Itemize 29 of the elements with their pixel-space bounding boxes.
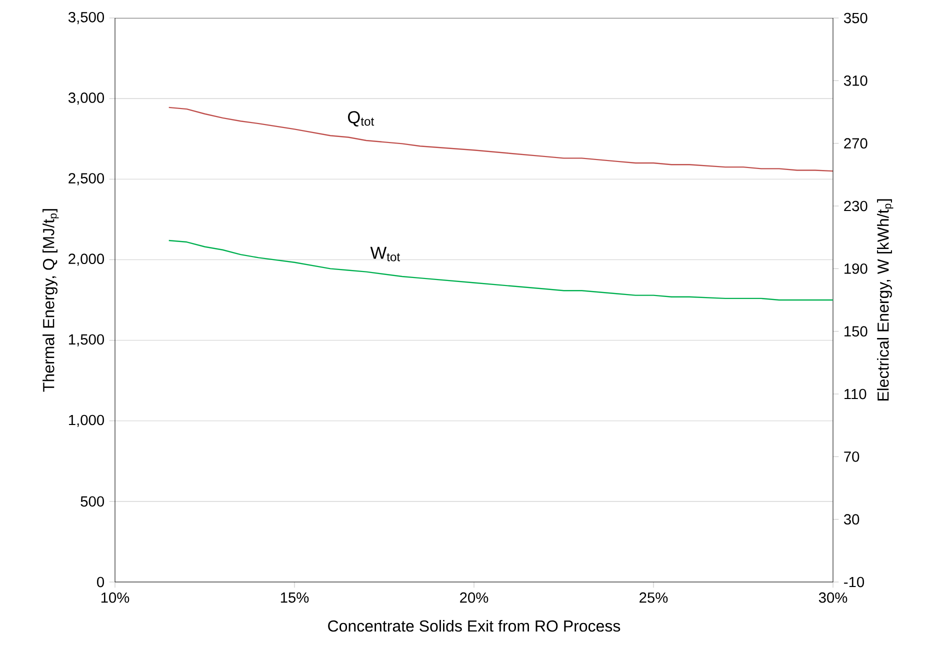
- y-tick-label: 2,000: [68, 254, 104, 266]
- y-tick-label: 1,000: [69, 414, 104, 427]
- y-tick-label: 3,000: [68, 92, 104, 105]
- y2-tick-label: 190: [844, 263, 868, 274]
- x-tick-label: 30%: [818, 592, 848, 603]
- y2-axis-title: Electrical Energy, W [kWh/t$_{p}$]: [877, 199, 894, 401]
- y2-tick-label: 110: [844, 388, 866, 400]
- x-tick-label: 15%: [280, 592, 309, 603]
- y2-tick-label: 150: [844, 326, 868, 337]
- line-series: [168, 106, 834, 172]
- x-tick-label: 25%: [640, 592, 668, 603]
- x-tick-label: 20%: [460, 592, 488, 603]
- y-tick-label: 2,500: [68, 173, 104, 186]
- y2-tick-label: 230: [844, 200, 868, 212]
- y2-tick-label: 70: [844, 451, 860, 462]
- x-tick-label: 10%: [101, 592, 130, 603]
- y-axis-title: Thermal Energy, Q [MJ/t$_{p}$]: [42, 209, 59, 392]
- y-tick-label: 500: [80, 496, 104, 507]
- y2-tick-label: 310: [844, 75, 868, 86]
- y2-tick-label: 30: [844, 514, 860, 525]
- y-tick-label: 1,500: [69, 334, 104, 346]
- series-label: W$_{tot}$: [370, 246, 400, 262]
- x-axis-title: Concentrate Solids Exit from RO Process: [328, 620, 620, 632]
- y-tick-label: 0: [97, 576, 104, 588]
- y-tick-label: 3,500: [68, 12, 104, 24]
- y2-tick-label: -10: [844, 576, 864, 588]
- series-label: Q$_{tot}$: [348, 111, 374, 126]
- y2-tick-label: 270: [844, 138, 868, 149]
- y2-tick-label: 350: [844, 12, 868, 24]
